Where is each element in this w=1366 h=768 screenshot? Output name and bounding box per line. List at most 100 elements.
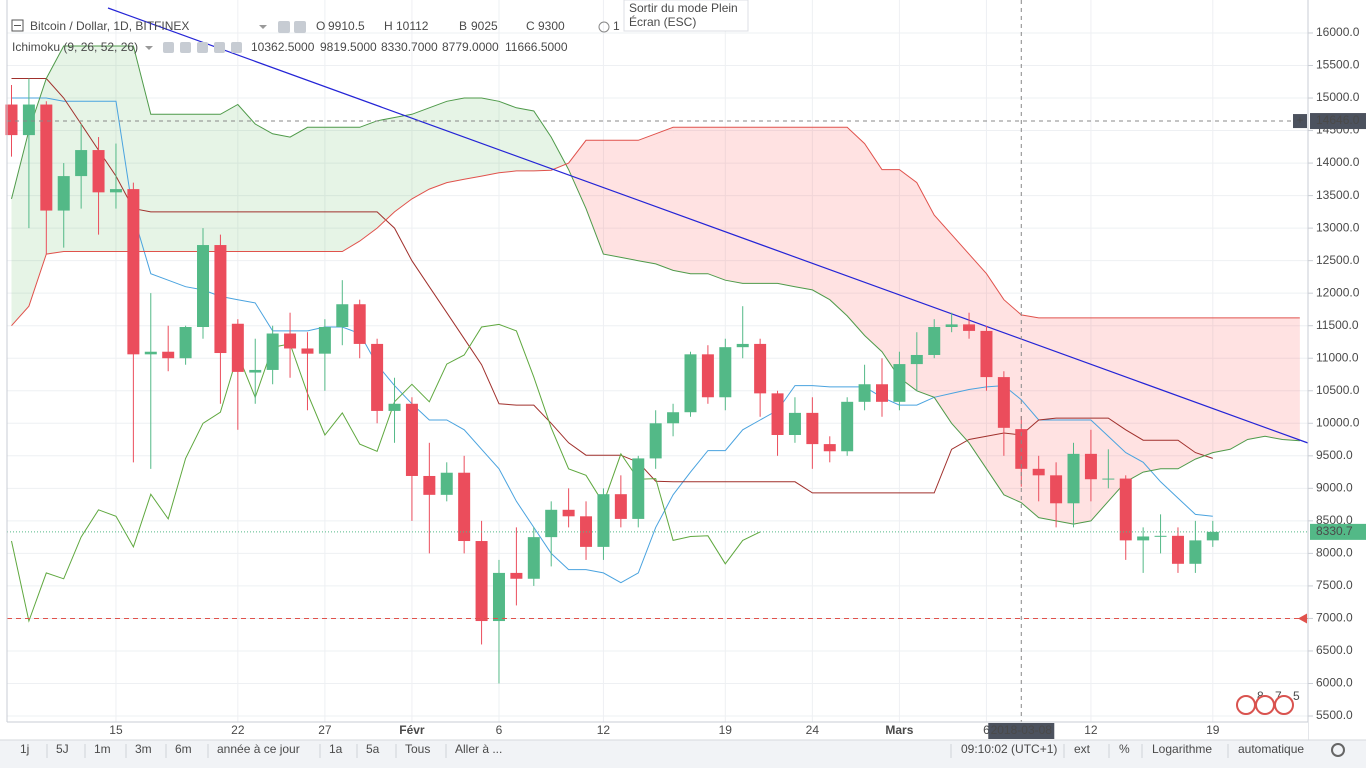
candle-body	[1067, 453, 1080, 504]
candle-body	[614, 494, 627, 519]
ichimoku-cloud	[725, 127, 743, 284]
candle-body	[510, 572, 523, 579]
ichimoku-cloud	[986, 273, 1004, 495]
toolbar-option[interactable]: ext	[1074, 742, 1091, 756]
alert-count[interactable]: 1	[613, 19, 620, 33]
indicator-value: 8779.0000	[442, 40, 499, 54]
candle-body	[371, 343, 384, 411]
ichimoku-cloud	[951, 234, 970, 443]
alarm-icon[interactable]	[598, 21, 610, 33]
range-button[interactable]: 5J	[56, 742, 69, 756]
badge-icon[interactable]	[1274, 695, 1294, 715]
ichimoku-cloud	[446, 98, 465, 183]
candle-body	[1189, 540, 1202, 564]
range-button[interactable]: Tous	[405, 742, 430, 756]
ichimoku-cloud	[707, 127, 726, 281]
ichimoku-cloud	[220, 104, 238, 252]
candle-body	[632, 458, 645, 519]
range-button[interactable]: 1a	[329, 742, 343, 756]
toolbar-option[interactable]: automatique	[1238, 742, 1304, 756]
ohlc-value: 9300	[538, 19, 565, 33]
range-button[interactable]: 1j	[20, 742, 29, 756]
range-button[interactable]: 3m	[135, 742, 152, 756]
indicator-value: 10362.5000	[251, 40, 315, 54]
ichimoku-cloud	[464, 98, 482, 180]
candle-body	[1137, 536, 1150, 541]
toolbar-option[interactable]: %	[1119, 742, 1130, 756]
range-button[interactable]: 1m	[94, 742, 111, 756]
y-tick-label: 13500.0	[1316, 188, 1360, 202]
badge-icon[interactable]	[1255, 695, 1275, 715]
bottom-toolbar	[0, 740, 1366, 768]
settings-gear[interactable]	[1331, 743, 1345, 757]
candle-body	[162, 351, 175, 359]
candle-body	[423, 475, 436, 495]
x-tick-label: 19	[719, 723, 733, 737]
candle-body	[701, 354, 714, 398]
candle-body	[980, 330, 993, 378]
x-tick-label: 12	[1084, 723, 1098, 737]
range-button[interactable]: 5a	[366, 742, 380, 756]
eye-icon[interactable]	[278, 21, 290, 33]
candle-body	[545, 509, 558, 538]
ichimoku-cloud	[411, 107, 430, 199]
crosshair-x-box	[988, 723, 1055, 739]
crosshair-x-label: 2018-03-08	[991, 723, 1053, 737]
indicator-source-icon[interactable]	[197, 42, 208, 53]
candle-body	[179, 327, 192, 359]
indicator-remove-icon[interactable]	[231, 42, 242, 53]
ichimoku-cloud	[969, 254, 987, 469]
candle-body	[893, 364, 906, 402]
ichimoku-cloud	[847, 127, 865, 336]
range-button[interactable]: 6m	[175, 742, 192, 756]
ohlc-value: 9910.5	[328, 19, 365, 33]
ichimoku-cloud	[481, 98, 499, 177]
ichimoku-cloud	[1177, 317, 1196, 469]
ichimoku-cloud	[742, 127, 761, 284]
range-button[interactable]: Aller à ...	[455, 742, 502, 756]
candle-body	[440, 472, 453, 495]
indicator-eye-icon[interactable]	[163, 42, 174, 53]
y-tick-label: 10500.0	[1316, 383, 1360, 397]
ichimoku-cloud	[655, 127, 674, 271]
y-tick-label: 16000.0	[1316, 25, 1360, 39]
indicator-more-icon[interactable]	[214, 42, 225, 53]
candle-body	[1032, 468, 1045, 476]
y-tick-label: 12500.0	[1316, 253, 1360, 267]
candle-body	[997, 377, 1010, 428]
crosshair-y-box	[1310, 113, 1366, 130]
dropdown-arrow[interactable]	[259, 25, 267, 29]
trend-line[interactable]	[107, 7, 1309, 444]
menu-icon[interactable]	[11, 19, 24, 32]
badge-icon[interactable]	[1236, 695, 1256, 715]
settings-icon[interactable]	[294, 21, 306, 33]
candle-body	[788, 412, 801, 435]
ichimoku-cloud	[1230, 317, 1248, 450]
candle-body	[771, 393, 784, 435]
crosshair-plus-box[interactable]	[1293, 114, 1307, 129]
candle-body	[945, 324, 958, 328]
ichimoku-cloud	[777, 127, 795, 287]
ichimoku-cloud	[638, 133, 656, 264]
candle-body	[928, 327, 941, 355]
ichimoku-cloud	[1282, 317, 1300, 441]
indicator-dropdown[interactable]	[145, 46, 153, 50]
candle-body	[127, 189, 140, 355]
alert-marker[interactable]	[1298, 613, 1307, 624]
ichimoku-cloud	[1265, 317, 1283, 440]
range-button[interactable]: année à ce jour	[217, 742, 300, 756]
y-tick-label: 12000.0	[1316, 285, 1360, 299]
crosshair-plus: +	[1296, 113, 1303, 127]
candle-body	[684, 354, 697, 413]
indicator-settings-icon[interactable]	[180, 42, 191, 53]
y-tick-label: 15500.0	[1316, 58, 1360, 72]
y-tick-label: 7000.0	[1316, 611, 1353, 625]
tooltip-line: Écran (ESC)	[629, 14, 696, 29]
y-tick-label: 8000.0	[1316, 546, 1353, 560]
ichimoku-cloud	[498, 101, 517, 173]
toolbar-option[interactable]: Logarithme	[1152, 742, 1212, 756]
ichimoku-cloud	[864, 143, 882, 352]
ichimoku-cloud	[237, 104, 256, 252]
